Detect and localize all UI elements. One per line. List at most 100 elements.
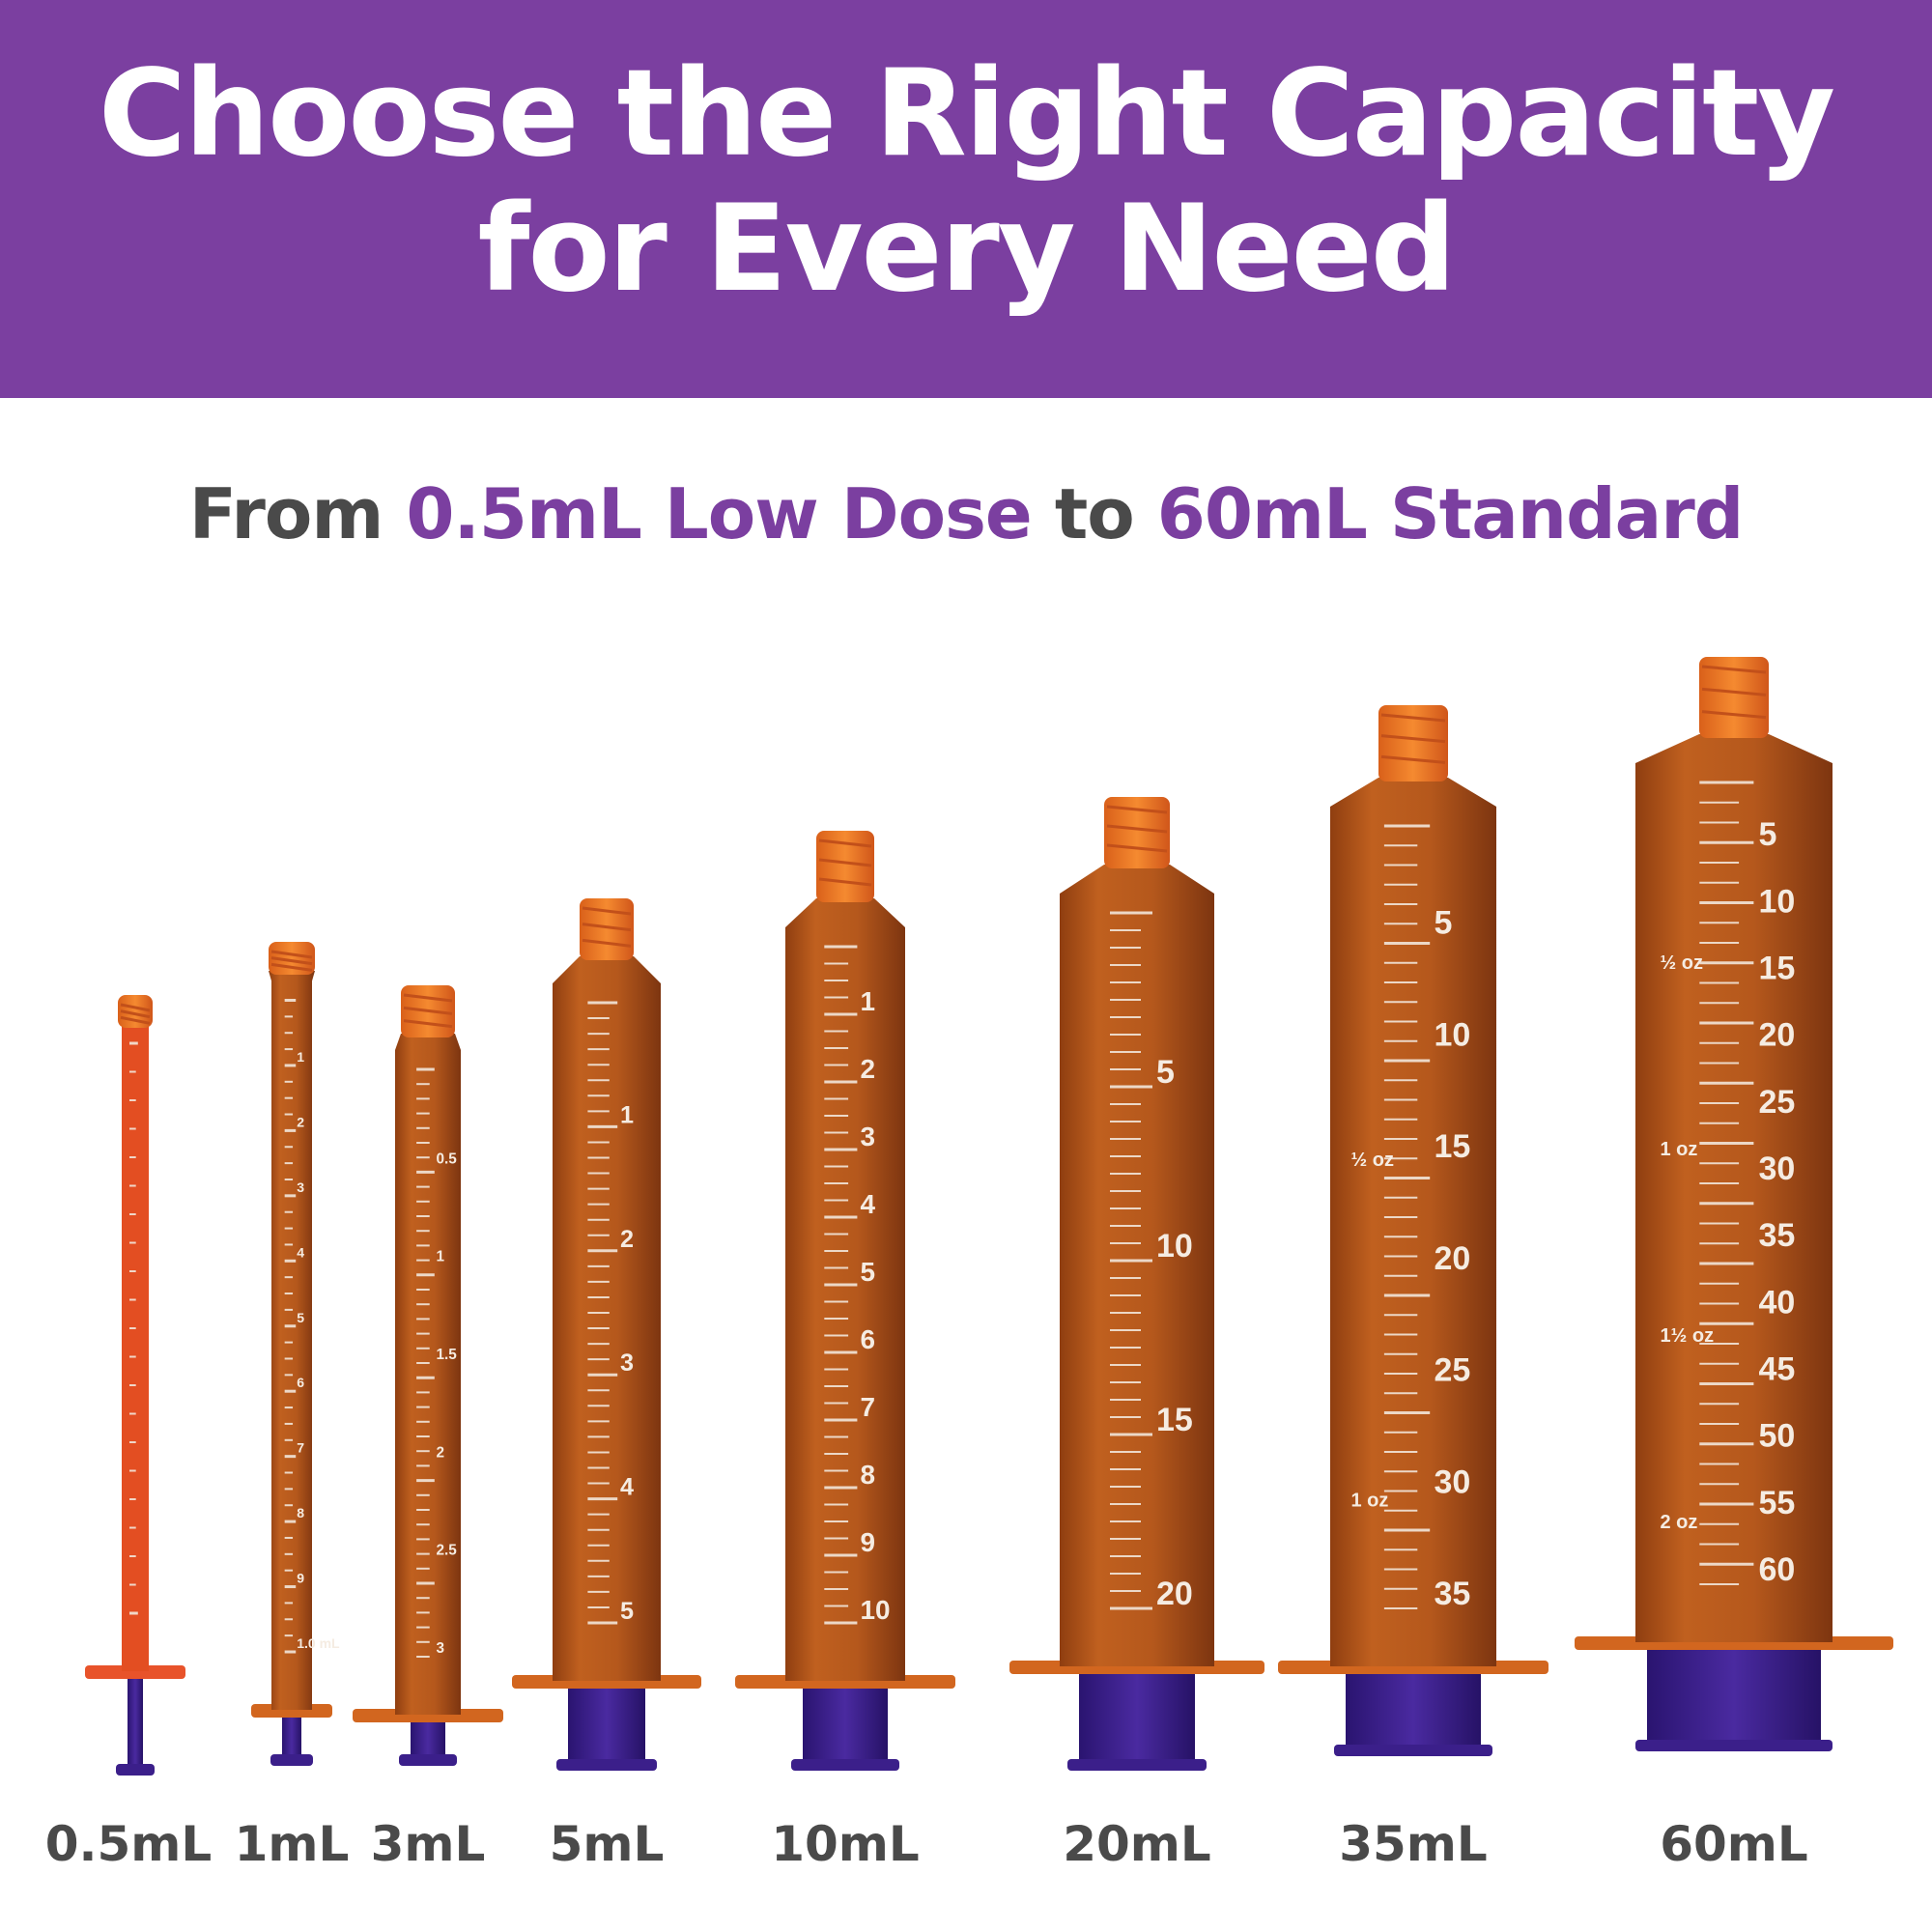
plunger-thumb-rest: [556, 1759, 657, 1771]
thread: [818, 858, 872, 867]
plunger: [803, 1681, 888, 1761]
tick-label: 35: [1435, 1576, 1471, 1612]
oz-label: 1½ oz: [1661, 1325, 1715, 1347]
barrel: [395, 1034, 461, 1715]
barrel: [553, 956, 661, 1681]
subtitle-mid: to: [1031, 473, 1157, 554]
subtitle-low-dose: 0.5mL Low Dose: [406, 473, 1032, 554]
tick-label: 40: [1759, 1284, 1796, 1321]
capacity-label-10ml: 10mL: [771, 1816, 920, 1872]
thread: [120, 1015, 151, 1025]
tick-label: 25: [1759, 1084, 1796, 1121]
tick-label: 5: [1156, 1054, 1175, 1091]
thread: [1380, 734, 1446, 744]
tick-label: 2.5: [437, 1543, 458, 1559]
tick-label: 55: [1759, 1485, 1796, 1521]
tick-label: 6: [297, 1375, 304, 1390]
tick-label: 3: [620, 1350, 634, 1377]
plunger: [128, 1671, 143, 1766]
tick-label: 8: [297, 1505, 304, 1520]
capacity-label-20ml: 20mL: [1063, 1816, 1211, 1872]
tick-label: 4: [861, 1189, 876, 1219]
thread: [1380, 754, 1446, 764]
tick-label: 0.5: [437, 1151, 458, 1167]
thread: [818, 838, 872, 848]
plunger-thumb-rest: [1635, 1740, 1833, 1751]
tick-label: 3: [861, 1122, 876, 1151]
tick-label: 25: [1435, 1352, 1471, 1389]
syringe-5ml: 1 2 3 4 5: [512, 898, 701, 1771]
syringe-35ml: 5 10 15 20 25 30 35 ½ oz 1 oz: [1278, 705, 1548, 1756]
syringe-3ml: 0.5 1 1.5 2 2.5 3: [353, 985, 503, 1766]
capacity-label-0-5ml: 0.5mL: [44, 1816, 213, 1872]
thread: [818, 877, 872, 887]
thread: [270, 962, 313, 972]
tick-label: 15: [1156, 1402, 1193, 1438]
tick-label: 9: [297, 1571, 304, 1586]
thread: [1106, 824, 1168, 834]
syringe-10ml: 1 2 3 4 5 6 7 8 9 10: [735, 831, 955, 1771]
capacity-label-5ml: 5mL: [549, 1816, 665, 1872]
plunger: [282, 1710, 301, 1756]
thread: [582, 938, 632, 948]
thread: [403, 993, 453, 1003]
plunger: [568, 1681, 645, 1761]
syringe-20ml: 5 10 15 20: [1009, 797, 1264, 1771]
tick-label: 15: [1435, 1128, 1471, 1165]
thread: [1106, 805, 1168, 814]
title-line-1: Choose the Right Capacity: [98, 44, 1835, 184]
tick-label: 1: [437, 1249, 445, 1265]
plunger: [1079, 1666, 1195, 1761]
thread: [120, 1009, 151, 1019]
tip-cap: [1699, 657, 1769, 738]
capacity-label-1ml: 1mL: [234, 1816, 350, 1872]
tick-label: 30: [1759, 1151, 1796, 1187]
flange: [353, 1709, 503, 1722]
tick-label: 5: [1759, 816, 1777, 853]
thread: [1380, 713, 1446, 723]
tick-label: 60: [1759, 1551, 1796, 1588]
tick-label: 5: [620, 1598, 634, 1625]
syringe-1ml: 1 2 3 4 5 6 7 8 9 1.0 mL: [251, 942, 340, 1766]
subtitle-standard: 60mL Standard: [1156, 473, 1744, 554]
syringe-60ml: 5 10 15 20 25 30 35 40 45 50 55 60 ½ oz 1 oz 1½ oz 2 oz: [1575, 657, 1893, 1751]
tick-label: 1.5: [437, 1347, 458, 1363]
thread: [403, 1019, 453, 1029]
tick-label: 45: [1759, 1351, 1796, 1388]
header-banner: Choose the Right Capacity for Every Need: [0, 0, 1932, 398]
plunger-thumb-rest: [116, 1764, 155, 1776]
tick-label: 35: [1759, 1217, 1796, 1254]
tick-label: 30: [1435, 1463, 1471, 1500]
tick-label: 1: [861, 986, 876, 1016]
tick-label: 20: [1156, 1576, 1193, 1612]
oz-label: 1 oz: [1661, 1139, 1698, 1160]
plunger-thumb-rest: [1067, 1759, 1207, 1771]
tick-label: 4: [297, 1244, 304, 1260]
plunger: [1647, 1642, 1821, 1742]
tick-label: 20: [1759, 1017, 1796, 1054]
tick-label: 5: [1435, 905, 1453, 942]
capacity-label-35ml: 35mL: [1339, 1816, 1488, 1872]
thread: [270, 950, 313, 959]
tick-label: 3: [297, 1179, 304, 1195]
title-line-2: for Every Need: [477, 180, 1457, 319]
tick-label: 5: [297, 1310, 304, 1325]
tick-label: 2: [437, 1444, 445, 1461]
tick-label: 10: [1156, 1228, 1193, 1264]
capacity-label-3ml: 3mL: [370, 1816, 486, 1872]
plunger-thumb-rest: [1334, 1745, 1492, 1756]
tick-label: 3: [437, 1640, 445, 1657]
plunger-thumb-rest: [270, 1754, 313, 1766]
barrel: [1330, 778, 1496, 1666]
tick-label: 2: [620, 1226, 634, 1253]
barrel: [1635, 734, 1833, 1642]
thread: [1106, 843, 1168, 853]
thread: [403, 1006, 453, 1015]
flange: [85, 1665, 185, 1679]
tick-label: 1: [297, 1049, 304, 1065]
thread: [270, 956, 313, 966]
tick-label: 15: [1759, 951, 1796, 987]
tick-label: 10: [1435, 1016, 1471, 1053]
tick-label: 50: [1759, 1418, 1796, 1455]
